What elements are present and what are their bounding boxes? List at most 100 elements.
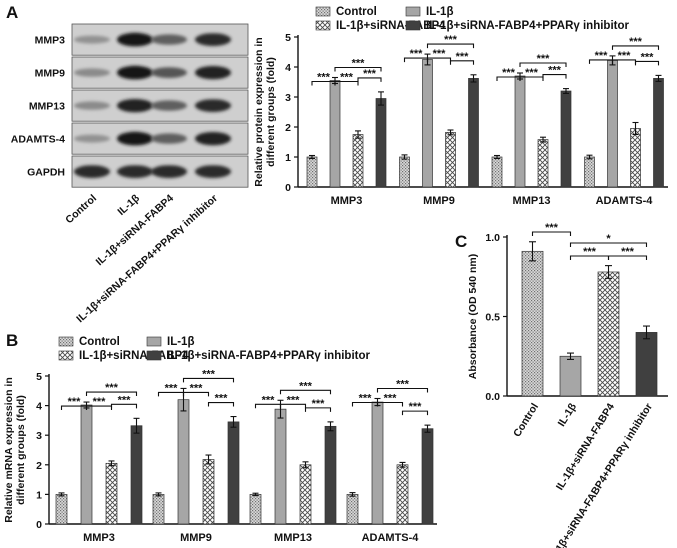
blot-band	[151, 165, 187, 179]
protein-expression-chart: Control IL-1βIL-1β+siRNA-FABP4IL-1β+siRNA…	[253, 6, 668, 207]
mrna-expression-chart: Control IL-1β IL-1β+siRNA-FABP4IL-1β+siRNA…	[3, 336, 437, 544]
significance-label: ***	[287, 394, 301, 406]
significance-label: ***	[93, 396, 107, 408]
blot-band	[195, 66, 231, 80]
y-tick-label: 1	[285, 152, 291, 164]
significance-bracket	[110, 403, 138, 409]
y-tick-label: 0.5	[485, 312, 500, 324]
significance-bracket	[85, 391, 138, 397]
significance-bracket	[304, 407, 332, 412]
significance-label: ***	[548, 65, 562, 77]
significance-label: ***	[262, 394, 276, 406]
significance-bracket	[531, 231, 572, 236]
significance-label: ***	[118, 394, 132, 406]
significance-label: ***	[433, 48, 447, 60]
bar	[375, 98, 387, 188]
bar	[152, 494, 165, 525]
significance-bracket	[401, 410, 429, 416]
significance-bracket	[334, 66, 382, 72]
panel-letter-a: A	[6, 3, 18, 22]
blot-lane-label: Control	[63, 192, 99, 226]
bar	[607, 60, 618, 188]
bar	[422, 59, 433, 188]
blot-band	[74, 35, 110, 44]
y-tick-label: 2	[36, 460, 42, 472]
x-category-label: MMP9	[423, 195, 455, 207]
bar	[584, 156, 595, 188]
blot-band	[74, 165, 110, 179]
significance-bracket	[182, 391, 210, 397]
x-category-label: MMP3	[331, 195, 363, 207]
blot-band	[74, 134, 110, 143]
significance-label: ***	[352, 58, 366, 70]
significance-label: ***	[456, 51, 470, 63]
bar	[227, 421, 240, 525]
x-category-label: MMP13	[513, 195, 551, 207]
y-tick-label: 0	[285, 182, 291, 194]
legend-label: IL-1β+siRNA-FABP4	[79, 350, 189, 362]
bar	[202, 459, 215, 525]
significance-label: ***	[409, 401, 423, 413]
significance-bracket	[611, 45, 660, 50]
bar	[80, 404, 93, 525]
y-axis-label: Relative protein expression indifferent …	[253, 37, 277, 186]
panel-letter-b: B	[6, 331, 18, 350]
significance-bracket	[519, 76, 544, 81]
significance-label: ***	[299, 380, 313, 392]
y-tick-label: 3	[285, 92, 291, 104]
bar	[329, 80, 341, 188]
bar	[130, 425, 143, 525]
bar	[352, 134, 364, 188]
y-tick-label: 2	[285, 122, 291, 134]
significance-label: ***	[190, 382, 204, 394]
y-tick-label: 4	[36, 401, 42, 413]
x-category-label: MMP3	[83, 532, 115, 544]
blot-band	[151, 34, 187, 45]
blot-band	[117, 32, 153, 47]
significance-label: ***	[641, 51, 655, 63]
bar	[597, 271, 620, 397]
bar	[346, 494, 359, 525]
significance-label: *	[606, 233, 611, 245]
blot-row-label: MMP9	[35, 68, 65, 80]
y-tick-label: 0	[36, 519, 42, 531]
legend-swatch	[315, 6, 331, 17]
y-axis-label-line: Relative mRNA expression in	[3, 377, 15, 523]
y-tick-label: 5	[285, 32, 291, 44]
significance-bracket	[207, 402, 235, 407]
bar	[177, 399, 190, 525]
significance-bracket	[182, 377, 235, 383]
significance-label: ***	[340, 72, 354, 84]
legend-label: Control	[336, 6, 377, 18]
significance-bracket	[357, 77, 382, 82]
significance-bracket	[279, 389, 332, 395]
blot-band	[117, 131, 153, 146]
significance-label: ***	[312, 398, 326, 410]
significance-bracket	[334, 80, 359, 86]
x-category-label: MMP9	[180, 532, 212, 544]
bar	[635, 332, 658, 397]
blot-row-label: ADAMTS-4	[11, 134, 65, 146]
significance-label: ***	[525, 67, 539, 79]
significance-bracket	[426, 57, 452, 63]
blot-row-label: GAPDH	[27, 167, 65, 179]
bar	[421, 428, 434, 525]
bar	[299, 464, 312, 525]
legend-swatch	[58, 350, 74, 361]
bar	[306, 156, 318, 188]
bar	[399, 156, 410, 188]
blot-band	[151, 100, 187, 111]
significance-bracket	[449, 60, 475, 65]
x-category-label: ADAMTS-4	[362, 532, 420, 544]
significance-label: ***	[317, 72, 331, 84]
blot-row-label: MMP3	[35, 35, 65, 47]
bar	[105, 462, 118, 525]
significance-label: ***	[396, 378, 410, 390]
bar	[559, 355, 582, 397]
legend-label: IL-1β	[167, 336, 194, 348]
y-tick-label: 3	[36, 430, 42, 442]
bar	[324, 425, 337, 525]
significance-label: ***	[215, 393, 229, 405]
bar	[55, 494, 68, 525]
